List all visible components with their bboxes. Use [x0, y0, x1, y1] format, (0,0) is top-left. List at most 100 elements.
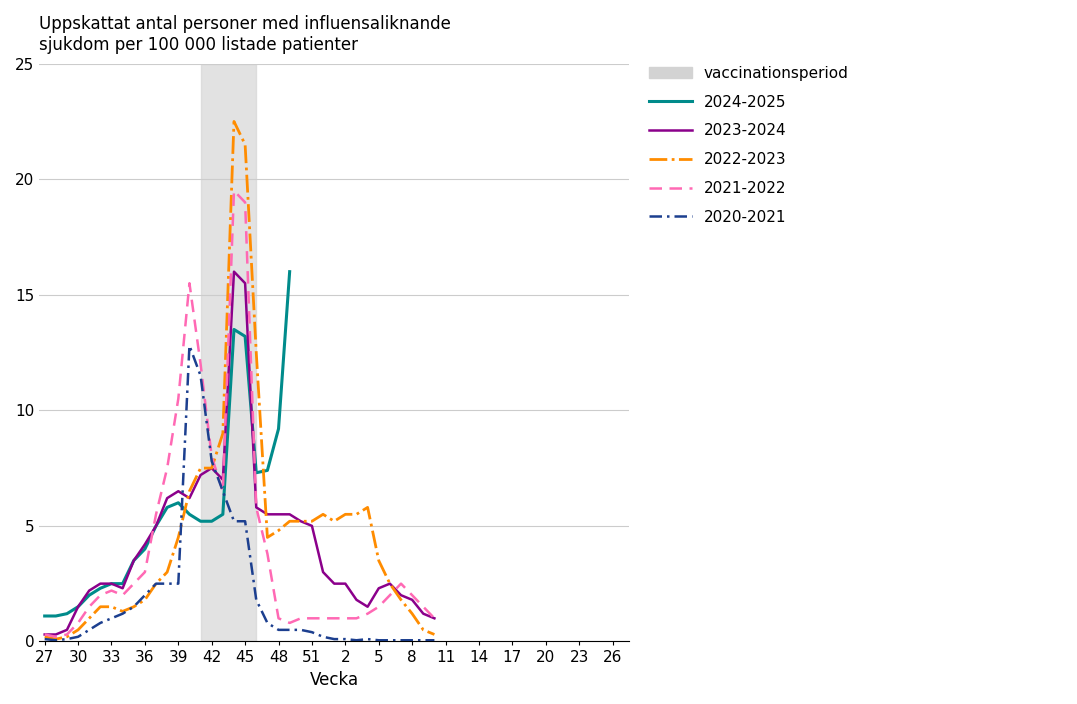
2024-2025	[83, 591, 96, 599]
2021-2022	[294, 614, 307, 622]
2024-2025	[194, 517, 207, 525]
2024-2025	[127, 556, 140, 565]
2020-2021	[406, 636, 419, 644]
Bar	[200, 63, 256, 641]
2022-2023	[261, 533, 274, 541]
2020-2021	[194, 372, 207, 380]
2022-2023	[327, 517, 340, 525]
2023-2024	[361, 603, 374, 611]
2024-2025	[227, 325, 240, 334]
2024-2025	[183, 510, 196, 519]
2022-2023	[160, 568, 173, 577]
2023-2024	[250, 503, 263, 512]
2021-2022	[38, 630, 51, 639]
2021-2022	[116, 591, 129, 599]
2020-2021	[227, 517, 240, 525]
Line: 2020-2021: 2020-2021	[44, 346, 434, 640]
2024-2025	[261, 466, 274, 474]
2022-2023	[194, 464, 207, 472]
2020-2021	[239, 517, 252, 525]
2023-2024	[417, 610, 430, 618]
2021-2022	[361, 610, 374, 618]
2022-2023	[94, 603, 107, 611]
2022-2023	[50, 635, 62, 643]
2024-2025	[283, 268, 296, 276]
2021-2022	[127, 579, 140, 588]
2024-2025	[150, 522, 163, 530]
2022-2023	[150, 579, 163, 588]
2023-2024	[428, 614, 440, 622]
2022-2023	[306, 517, 319, 525]
2022-2023	[406, 610, 419, 618]
Text: Uppskattat antal personer med influensaliknande
sjukdom per 100 000 listade pati: Uppskattat antal personer med influensal…	[39, 15, 451, 54]
2020-2021	[72, 633, 85, 641]
2022-2023	[60, 633, 73, 641]
2022-2023	[172, 533, 185, 541]
2020-2021	[139, 591, 152, 599]
2020-2021	[294, 626, 307, 634]
2022-2023	[127, 603, 140, 611]
2021-2022	[350, 614, 363, 622]
2020-2021	[50, 636, 62, 644]
2021-2022	[417, 603, 430, 611]
2023-2024	[106, 579, 118, 588]
2021-2022	[216, 487, 229, 496]
2020-2021	[339, 635, 352, 643]
2022-2023	[350, 510, 363, 519]
2023-2024	[350, 596, 363, 604]
2024-2025	[206, 517, 219, 525]
2023-2024	[261, 510, 274, 519]
2024-2025	[216, 510, 229, 519]
2020-2021	[127, 603, 140, 611]
2022-2023	[139, 596, 152, 604]
2024-2025	[172, 498, 185, 507]
2022-2023	[106, 603, 118, 611]
2021-2022	[317, 614, 330, 622]
2023-2024	[216, 475, 229, 484]
2021-2022	[60, 630, 73, 639]
Line: 2021-2022: 2021-2022	[44, 191, 434, 637]
2021-2022	[150, 510, 163, 519]
2021-2022	[239, 198, 252, 206]
2024-2025	[60, 610, 73, 618]
2021-2022	[306, 614, 319, 622]
2023-2024	[394, 591, 407, 599]
2022-2023	[317, 510, 330, 519]
2023-2024	[294, 517, 307, 525]
2020-2021	[206, 457, 219, 465]
2023-2024	[283, 510, 296, 519]
2022-2023	[417, 626, 430, 634]
2020-2021	[216, 487, 229, 496]
2023-2024	[206, 464, 219, 472]
2020-2021	[60, 635, 73, 643]
2023-2024	[373, 584, 386, 593]
2022-2023	[383, 579, 396, 588]
2021-2022	[72, 619, 85, 627]
2020-2021	[183, 341, 196, 350]
2024-2025	[94, 584, 107, 593]
2024-2025	[106, 579, 118, 588]
2023-2024	[72, 603, 85, 611]
2021-2022	[94, 591, 107, 599]
2023-2024	[194, 471, 207, 479]
2020-2021	[272, 626, 285, 634]
2020-2021	[306, 628, 319, 636]
2021-2022	[428, 614, 440, 622]
2023-2024	[239, 279, 252, 287]
2023-2024	[94, 579, 107, 588]
2022-2023	[83, 614, 96, 622]
2022-2023	[361, 503, 374, 512]
2023-2024	[272, 510, 285, 519]
2022-2023	[294, 517, 307, 525]
2023-2024	[227, 268, 240, 276]
2021-2022	[183, 279, 196, 287]
2023-2024	[116, 584, 129, 593]
2020-2021	[172, 579, 185, 588]
2023-2024	[406, 596, 419, 604]
2023-2024	[139, 540, 152, 548]
2024-2025	[139, 545, 152, 553]
2021-2022	[373, 603, 386, 611]
2023-2024	[317, 568, 330, 577]
2023-2024	[38, 630, 51, 639]
2020-2021	[373, 636, 386, 644]
